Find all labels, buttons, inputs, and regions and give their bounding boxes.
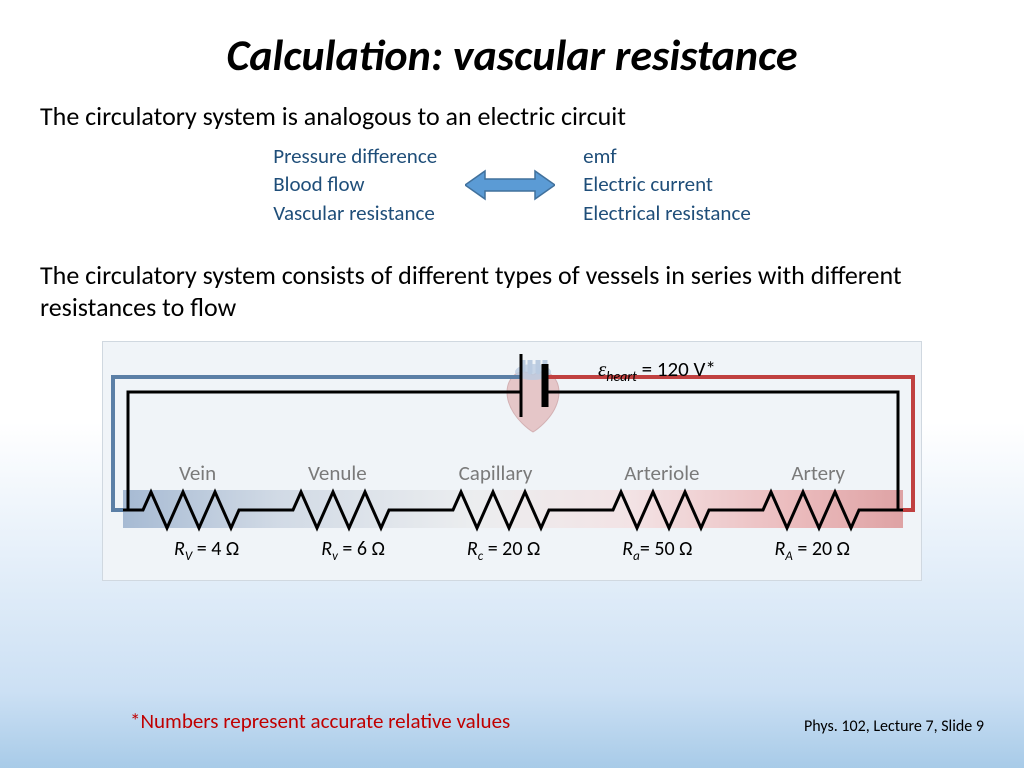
resistor-3: Ra= 50 Ω — [622, 537, 692, 564]
slide-title: Calculation: vascular resistance — [0, 0, 1024, 82]
analogy-left-0: Pressure difference — [273, 142, 437, 170]
slide-reference: Phys. 102, Lecture 7, Slide 9 — [804, 717, 984, 736]
epsilon-value: = 120 V* — [637, 356, 716, 382]
vessel-3: Arteriole — [624, 460, 699, 486]
intro-text: The circulatory system is analogous to a… — [0, 82, 1024, 132]
resistor-2: Rc = 20 Ω — [467, 537, 540, 564]
footnote-text: *Numbers represent accurate relative val… — [130, 708, 510, 734]
analogy-left-2: Vascular resistance — [273, 199, 437, 227]
emf-label: εheart = 120 V* — [598, 356, 716, 385]
vessel-2: Capillary — [459, 460, 533, 486]
resistor-1: Rv = 6 Ω — [321, 537, 385, 564]
analogy-block: Pressure difference Blood flow Vascular … — [0, 132, 1024, 241]
resistor-0: RV = 4 Ω — [174, 537, 239, 564]
circuit-diagram: εheart = 120 V* Vein Venule Capillary Ar… — [102, 341, 922, 581]
analogy-right-0: emf — [583, 142, 751, 170]
analogy-right-1: Electric current — [583, 170, 751, 198]
double-arrow-icon — [465, 167, 555, 203]
vessel-labels: Vein Venule Capillary Arteriole Artery — [103, 460, 921, 486]
vessel-0: Vein — [179, 460, 216, 486]
analogy-left-1: Blood flow — [273, 170, 437, 198]
resistor-labels: RV = 4 Ω Rv = 6 Ω Rc = 20 Ω Ra= 50 Ω RA … — [103, 537, 921, 564]
vessel-4: Artery — [791, 460, 845, 486]
series-text: The circulatory system consists of diffe… — [0, 241, 1024, 323]
epsilon-sub: heart — [606, 368, 637, 385]
resistor-4: RA = 20 Ω — [774, 537, 849, 564]
analogy-right: emf Electric current Electrical resistan… — [583, 142, 751, 227]
analogy-left: Pressure difference Blood flow Vascular … — [273, 142, 437, 227]
vessel-1: Venule — [308, 460, 367, 486]
analogy-right-2: Electrical resistance — [583, 199, 751, 227]
